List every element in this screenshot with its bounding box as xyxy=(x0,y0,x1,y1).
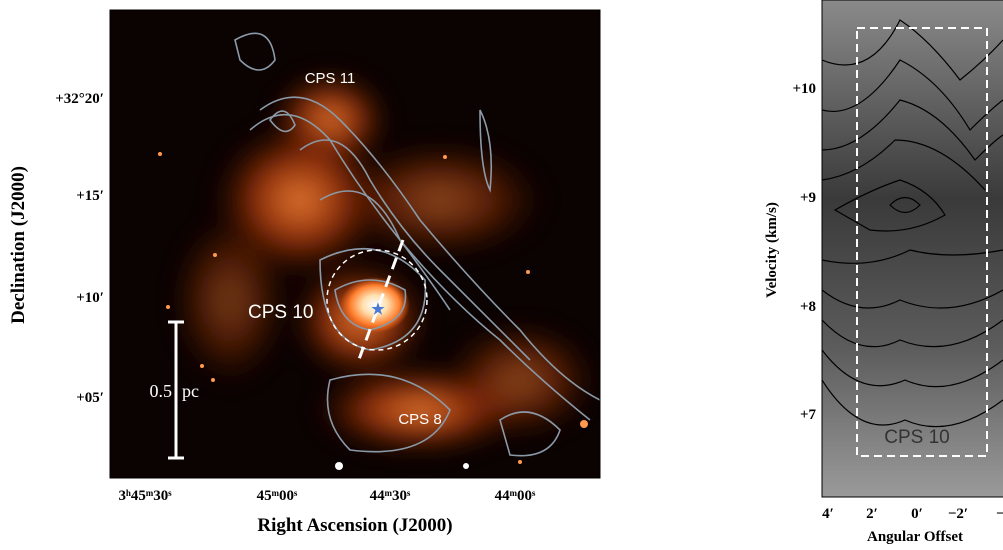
x-tick-label: −4 xyxy=(996,506,1003,522)
y-tick-label: +15′ xyxy=(76,188,104,204)
pv-panel: CPS 10 xyxy=(822,0,1003,497)
y-axis-label: Declination (J2000) xyxy=(8,166,29,324)
y-tick-label: +32°20′ xyxy=(55,91,104,107)
y-tick-label: +05′ xyxy=(76,390,104,406)
label-cps8: CPS 8 xyxy=(398,411,441,428)
y-tick-label: +9 xyxy=(800,190,816,206)
x-tick-label: −2′ xyxy=(948,506,968,522)
x-tick-label: 44ᵐ00ˢ xyxy=(495,488,536,504)
x-tick-label: 0′ xyxy=(911,506,923,522)
x-tick-label: 4′ xyxy=(822,506,834,522)
right-ticks: 4′ 2′ 0′ −2′ −4 +10 +9 +8 +7 xyxy=(792,81,1003,522)
y-axis-label: Velocity (km/s) xyxy=(764,202,780,298)
y-tick-label: +10′ xyxy=(76,290,104,306)
x-axis-label: Angular Offset xyxy=(867,529,963,545)
left-ticks: 3ʰ45ᵐ30ˢ 45ᵐ00ˢ 44ᵐ30ˢ 44ᵐ00ˢ +32°20′ +1… xyxy=(55,91,536,504)
y-tick-label: +7 xyxy=(800,407,817,423)
x-tick-label: 45ᵐ00ˢ xyxy=(257,488,298,504)
label-cps10: CPS 10 xyxy=(248,302,313,323)
label-cps10-pv: CPS 10 xyxy=(884,427,949,448)
x-axis-label: Right Ascension (J2000) xyxy=(257,515,452,536)
x-tick-label: 44ᵐ30ˢ xyxy=(370,488,411,504)
x-tick-label: 3ʰ45ᵐ30ˢ xyxy=(118,488,172,504)
y-tick-label: +8 xyxy=(800,299,816,315)
x-tick-label: 2′ xyxy=(866,506,878,522)
y-tick-label: +10 xyxy=(792,81,816,97)
label-cps11: CPS 11 xyxy=(305,70,356,87)
svg-text:★: ★ xyxy=(371,302,385,318)
scale-value: 0.5 xyxy=(150,381,173,401)
image-panel: ★ CPS 11 CPS 10 CPS 8 0.5 pc xyxy=(110,10,600,478)
scale-unit: pc xyxy=(182,381,199,401)
